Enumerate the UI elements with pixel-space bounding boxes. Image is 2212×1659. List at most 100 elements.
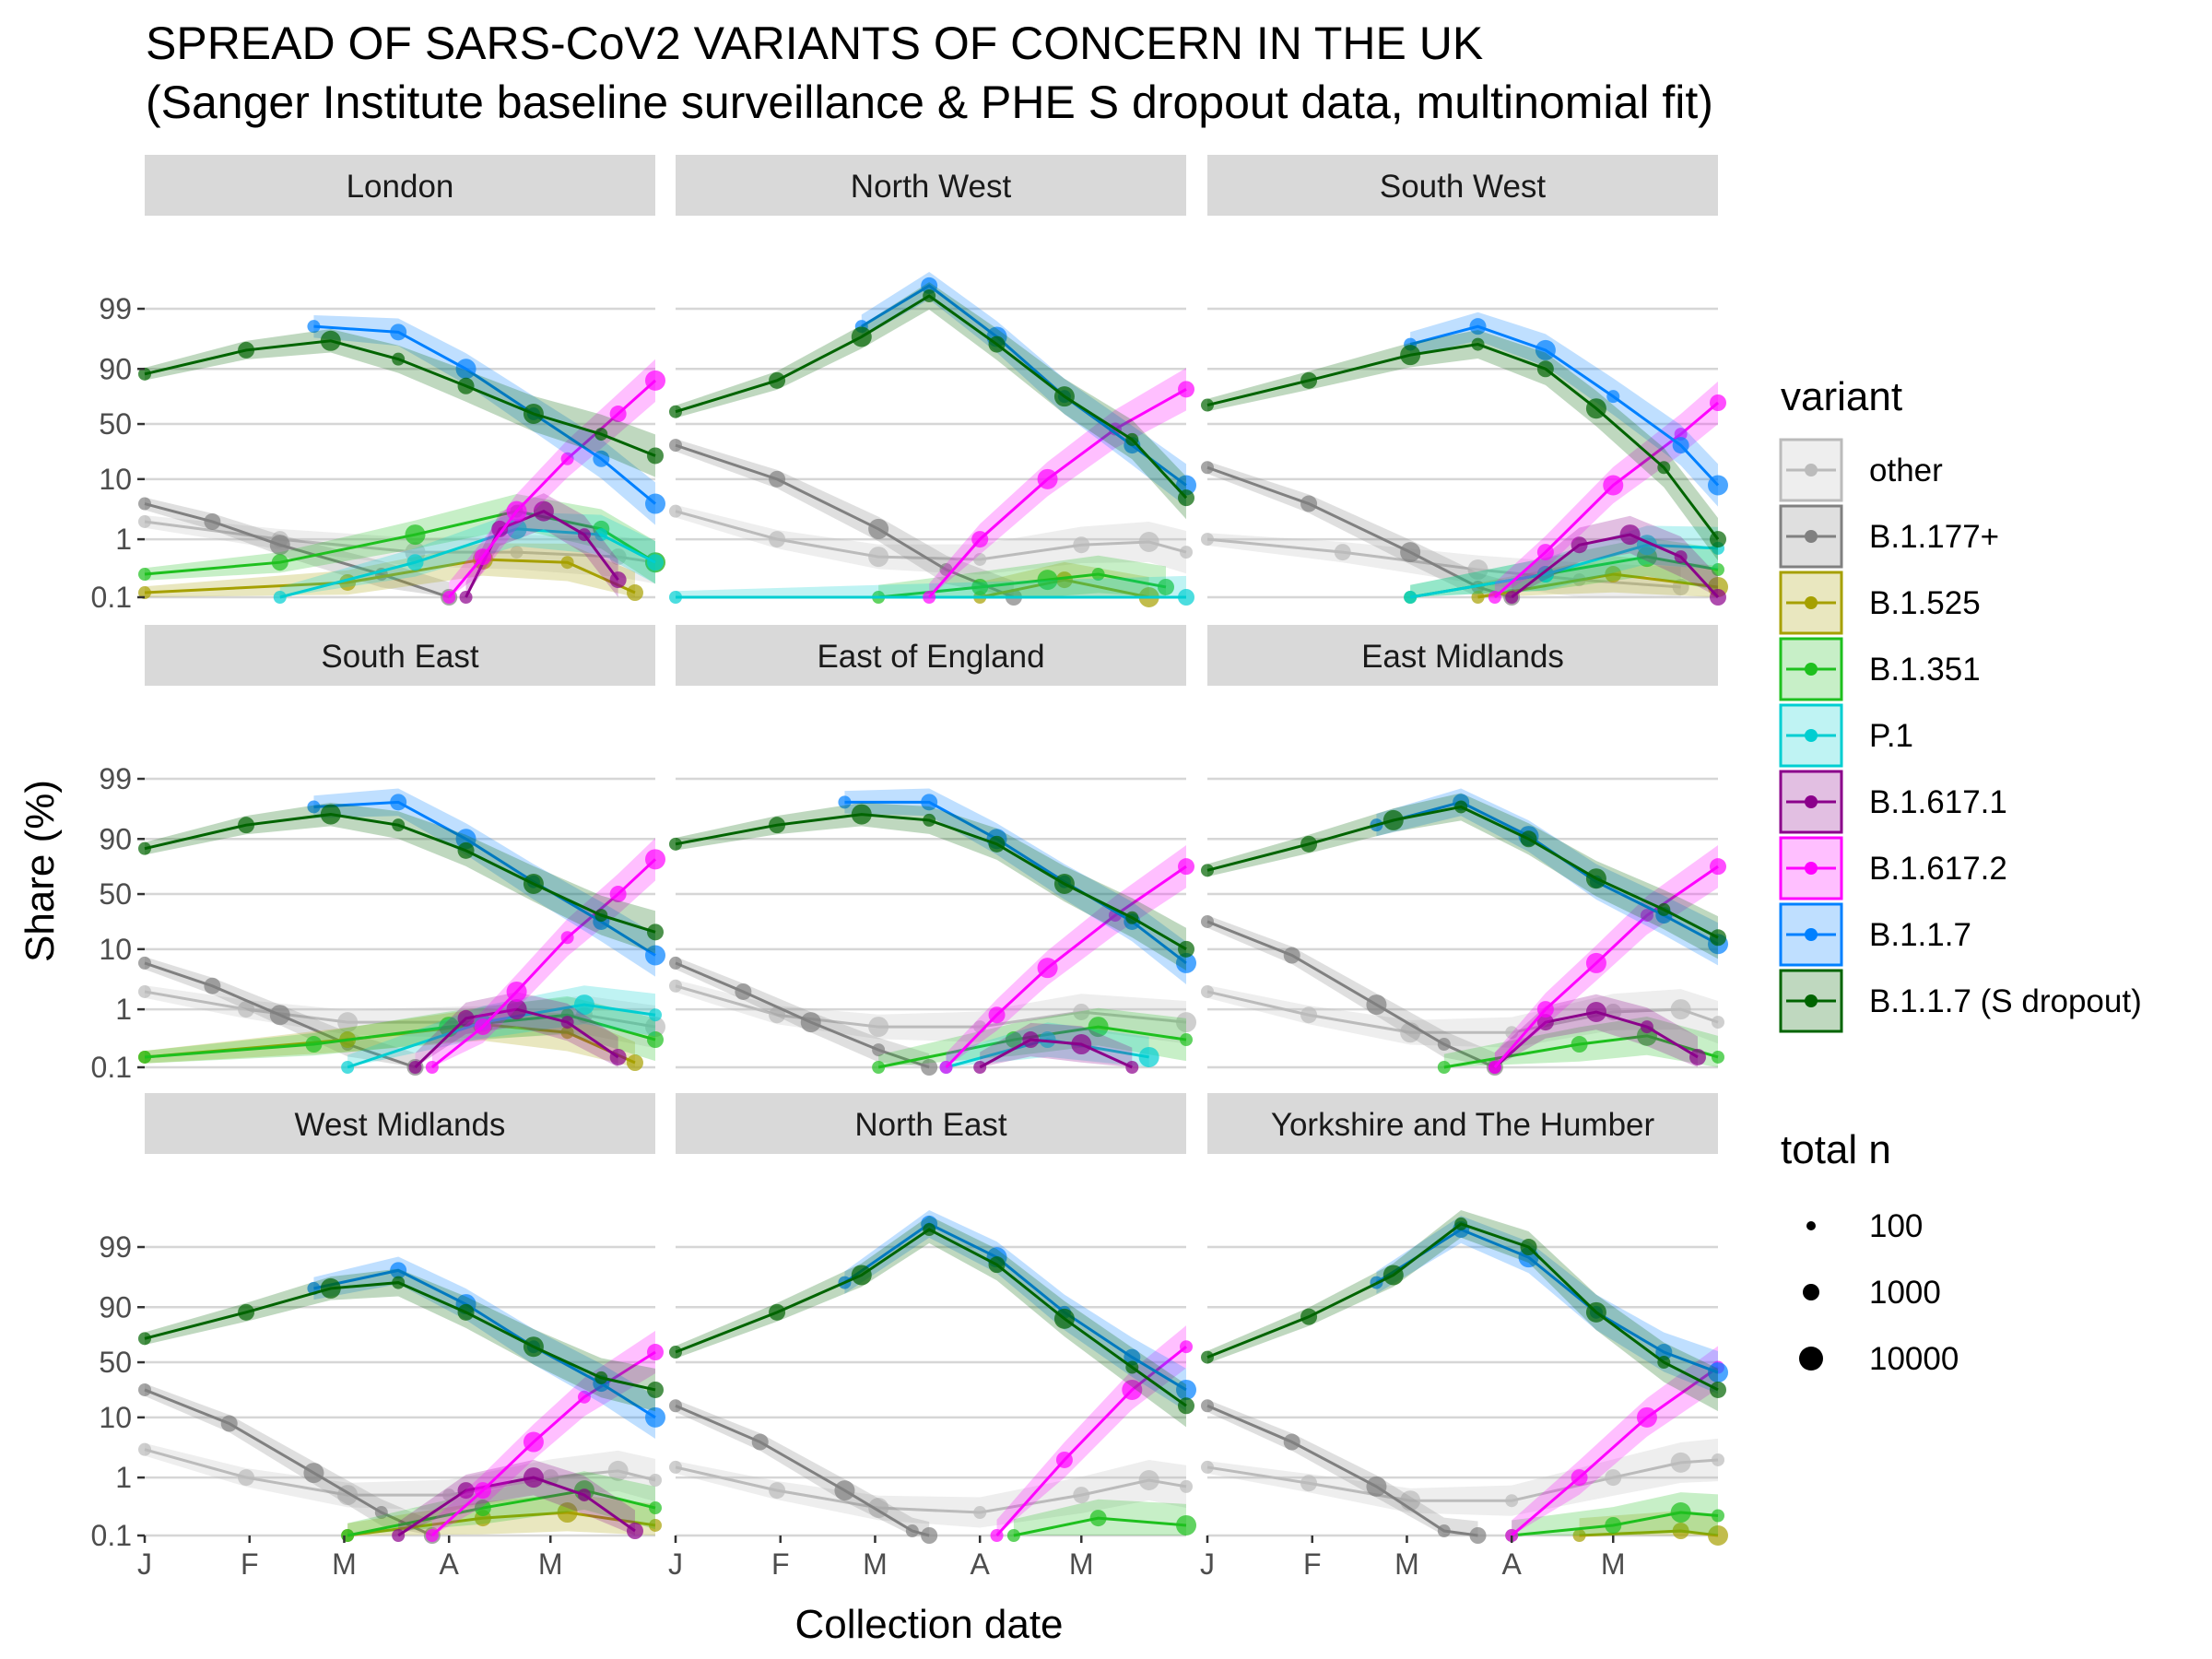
data-point <box>593 450 610 467</box>
data-point <box>1471 337 1485 351</box>
legend-key-p-1: P.1 <box>1779 703 1913 768</box>
data-point <box>769 470 786 488</box>
data-point <box>138 497 151 511</box>
data-point <box>905 1524 919 1538</box>
data-point <box>341 1061 355 1074</box>
size-label: 100 <box>1869 1208 1923 1244</box>
fit-line-b-1-1-7-s-dropout <box>144 1281 656 1392</box>
data-point <box>506 500 527 522</box>
facet-label: East Midlands <box>1361 639 1564 675</box>
data-point <box>138 514 151 528</box>
legend-swatch-point <box>1805 663 1818 676</box>
data-point <box>138 586 151 600</box>
data-point <box>769 1303 786 1321</box>
data-point <box>1437 1038 1451 1052</box>
data-point <box>1366 994 1387 1016</box>
size-swatch <box>1803 1284 1819 1300</box>
data-point <box>560 1016 574 1030</box>
data-point <box>271 554 288 571</box>
fit-ribbon-other <box>1207 985 1718 1048</box>
data-point <box>923 813 936 827</box>
data-point <box>971 531 989 548</box>
legend-label: other <box>1869 453 1943 488</box>
fit-ribbon-b-1-1-7 <box>313 1256 655 1439</box>
chart-title: SPREAD OF SARS-CoV2 VARIANTS OF CONCERN … <box>146 18 1484 69</box>
data-point <box>647 924 664 941</box>
fit-line-b-1-525 <box>347 1511 656 1537</box>
fit-line-b-1-1-7 <box>844 800 1187 965</box>
legend-swatch-point <box>1805 596 1818 609</box>
fit-ribbon-other <box>676 504 1186 575</box>
data-point <box>1138 1469 1159 1490</box>
data-point <box>851 1265 872 1286</box>
data-point <box>1055 1451 1073 1468</box>
size-key-1000: 1000 <box>1803 1275 1941 1311</box>
x-tick-label: J <box>668 1547 683 1581</box>
data-point <box>1710 929 1726 947</box>
fit-ribbon-b-1-1-7 <box>1376 1216 1718 1394</box>
data-point <box>649 1008 662 1022</box>
y-tick-label: 99 <box>99 762 132 795</box>
data-point <box>204 977 221 994</box>
data-point <box>1073 536 1090 554</box>
y-tick-label: 0.1 <box>91 1519 132 1552</box>
data-point <box>1300 835 1318 853</box>
data-point <box>506 981 527 1002</box>
data-point <box>138 984 151 998</box>
data-point <box>220 1415 238 1432</box>
data-point <box>649 1518 662 1532</box>
data-point <box>392 1529 406 1542</box>
facet-strip <box>676 1093 1186 1154</box>
fit-line-b-1-351 <box>1512 1511 1719 1537</box>
data-point <box>1505 1494 1519 1508</box>
data-point <box>307 800 321 814</box>
data-point <box>1585 1301 1606 1323</box>
data-point <box>645 849 665 870</box>
legend-key-b-1-525: B.1.525 <box>1779 571 1981 635</box>
data-point <box>1585 952 1606 973</box>
data-point <box>645 945 665 966</box>
data-point <box>1571 536 1588 554</box>
data-point <box>923 289 936 303</box>
facet-label: London <box>347 169 454 205</box>
data-point <box>669 979 682 993</box>
legend-label: B.1.617.2 <box>1869 851 2007 887</box>
data-point <box>1400 542 1421 563</box>
data-point <box>1366 1476 1387 1497</box>
legend-swatch-point <box>1805 530 1818 543</box>
data-point <box>647 447 664 465</box>
data-point <box>1605 1516 1622 1534</box>
data-point <box>1670 1452 1691 1473</box>
data-point <box>1053 874 1075 895</box>
data-point <box>392 352 406 366</box>
y-tick-label: 1 <box>115 1461 132 1494</box>
x-tick-label: A <box>440 1547 460 1581</box>
data-point <box>474 1500 491 1517</box>
size-label: 10000 <box>1869 1341 1959 1377</box>
data-point <box>649 1501 662 1515</box>
data-point <box>1037 468 1058 489</box>
data-point <box>1712 1509 1724 1523</box>
data-point <box>1603 475 1624 496</box>
facet-strip <box>1207 625 1718 686</box>
facet-label: North East <box>854 1107 1007 1143</box>
fit-ribbon-b-1-617-1 <box>1512 515 1718 597</box>
fit-ribbon-b-1-177 <box>676 957 930 1067</box>
data-point <box>1157 578 1174 595</box>
x-tick-label: J <box>137 1547 152 1581</box>
y-tick-label: 10 <box>99 463 132 496</box>
data-point <box>455 359 477 380</box>
data-point <box>457 841 475 859</box>
data-point <box>510 546 524 559</box>
facet-north-east: North East J F M A M <box>668 1093 1196 1581</box>
data-point <box>973 1061 987 1074</box>
data-point <box>1488 591 1501 604</box>
legend-key-b-1-351: B.1.351 <box>1779 637 1981 701</box>
data-point <box>474 1018 491 1036</box>
size-key-100: 100 <box>1806 1208 1923 1244</box>
data-point <box>1572 1529 1586 1542</box>
chart-subtitle: (Sanger Institute baseline surveillance … <box>146 76 1713 128</box>
facet-strip <box>145 625 655 686</box>
facet-strip <box>1207 1093 1718 1154</box>
